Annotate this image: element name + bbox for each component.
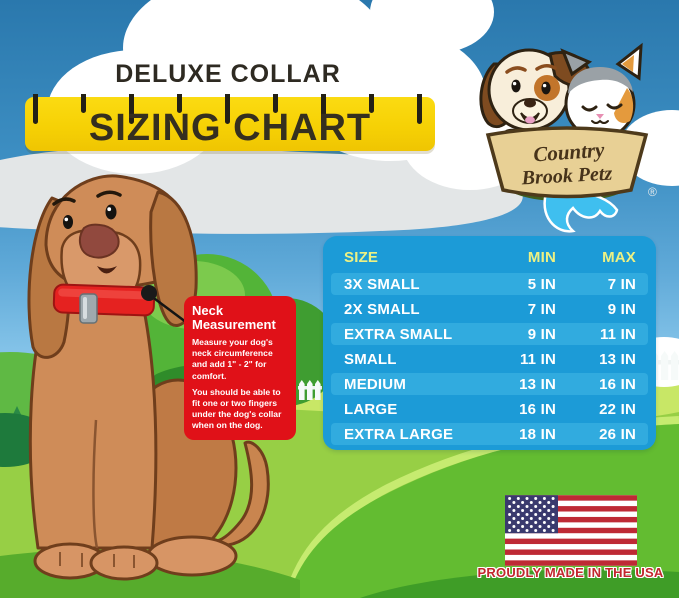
max-value: 9 IN <box>607 300 636 318</box>
min-value: 7 IN <box>527 300 556 318</box>
ruler-tick-mark <box>33 94 38 124</box>
table-row: MEDIUM 13 IN 16 IN <box>331 373 648 395</box>
max-value: 16 IN <box>599 375 636 393</box>
flag-stars <box>508 496 555 532</box>
logo-banner: Country Brook Petz <box>485 126 649 199</box>
water-splash-icon <box>543 188 619 233</box>
ruler-tick-mark <box>81 94 86 113</box>
size-label: MEDIUM <box>344 375 407 393</box>
dog-front-paw <box>89 545 159 581</box>
ruler-tick-mark <box>225 94 230 124</box>
min-value: 11 IN <box>519 350 556 368</box>
ruler-tick-mark <box>369 94 374 113</box>
dog-tail <box>215 440 270 547</box>
neck-measurement-callout: Neck Measurement Measure your dog's neck… <box>184 296 296 441</box>
min-value: 9 IN <box>527 325 556 343</box>
callout-body: Measure your dog's neck circumference an… <box>192 337 273 381</box>
table-row: 3X SMALL 5 IN 7 IN <box>331 273 648 295</box>
size-label: LARGE <box>344 400 398 418</box>
max-value: 11 IN <box>599 325 636 343</box>
collar-tag <box>79 293 98 324</box>
table-row: SMALL 11 IN 13 IN <box>331 348 648 370</box>
ruler-tick-mark <box>273 94 278 113</box>
product-line-title: DELUXE COLLAR <box>115 60 341 88</box>
max-value: 26 IN <box>599 425 636 443</box>
min-value: 13 IN <box>519 375 556 393</box>
dog-collar <box>52 283 203 336</box>
logo-cat-face <box>560 42 643 147</box>
ruler-tick-mark <box>417 94 422 124</box>
ruler-tick-mark <box>129 94 134 124</box>
dog-leg-divide <box>92 419 99 549</box>
picket-fence <box>298 380 322 400</box>
table-header-row: SIZE MIN MAX <box>331 245 648 269</box>
table-row: EXTRA SMALL 9 IN 11 IN <box>331 323 648 345</box>
dog-nose <box>78 223 120 259</box>
page-title: SIZING CHART <box>88 106 372 149</box>
pointer-dot <box>141 285 157 301</box>
callout-body: You should be able to fit one or two fin… <box>192 386 282 431</box>
size-label: EXTRA LARGE <box>344 425 454 443</box>
registered-trademark: ® <box>648 185 657 199</box>
dog-rear-paw <box>146 535 238 577</box>
ruler-banner: SIZING CHART <box>25 94 435 151</box>
ruler-tick-mark <box>321 94 326 124</box>
sizing-table: SIZE MIN MAX 3X SMALL 5 IN 7 IN 2X SMALL… <box>323 236 656 450</box>
size-label: 3X SMALL <box>344 275 420 293</box>
column-header-max: MAX <box>602 248 636 266</box>
size-label: EXTRA SMALL <box>344 325 453 343</box>
made-in-usa-text: PROUDLY MADE IN THE USA <box>477 565 664 580</box>
table-row: 2X SMALL 7 IN 9 IN <box>331 298 648 320</box>
cloud <box>370 0 494 54</box>
table-row: LARGE 16 IN 22 IN <box>331 398 648 420</box>
callout-heading: Neck Measurement <box>192 303 276 333</box>
max-value: 7 IN <box>607 275 636 293</box>
dog-eye <box>63 215 73 229</box>
brand-name-top: Country <box>533 138 606 167</box>
column-header-min: MIN <box>527 248 556 266</box>
table-row: EXTRA LARGE 18 IN 26 IN <box>331 423 648 445</box>
dog-eyebrow <box>96 190 122 198</box>
min-value: 16 IN <box>519 400 556 418</box>
dog-mouth <box>97 266 117 274</box>
ruler-tick-mark <box>177 94 182 113</box>
dog-eye <box>105 204 117 220</box>
size-label: 2X SMALL <box>344 300 420 318</box>
grass-shadow-right <box>360 569 679 598</box>
column-header-size: SIZE <box>344 248 379 266</box>
size-label: SMALL <box>344 350 397 368</box>
min-value: 18 IN <box>519 425 556 443</box>
dog-eyebrow <box>52 197 76 206</box>
usa-flag <box>505 495 637 566</box>
brand-name-bottom: Brook Petz <box>520 163 613 190</box>
max-value: 13 IN <box>599 350 636 368</box>
min-value: 5 IN <box>527 275 556 293</box>
max-value: 22 IN <box>599 400 636 418</box>
